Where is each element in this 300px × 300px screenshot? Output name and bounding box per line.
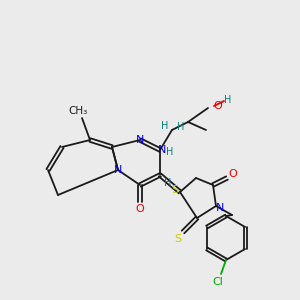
Text: O: O: [214, 101, 222, 111]
Text: Cl: Cl: [213, 277, 224, 287]
Text: H: H: [166, 147, 174, 157]
Text: N: N: [136, 135, 144, 145]
Text: H: H: [177, 122, 185, 132]
Text: O: O: [136, 204, 144, 214]
Text: N: N: [216, 203, 224, 213]
Text: CH₃: CH₃: [68, 106, 88, 116]
Text: S: S: [174, 234, 182, 244]
Text: H: H: [161, 121, 169, 131]
Text: O: O: [229, 169, 237, 179]
Text: S: S: [171, 185, 178, 195]
Text: H: H: [164, 178, 172, 188]
Text: H: H: [224, 95, 232, 105]
Text: N: N: [158, 145, 166, 155]
Text: N: N: [114, 165, 122, 175]
